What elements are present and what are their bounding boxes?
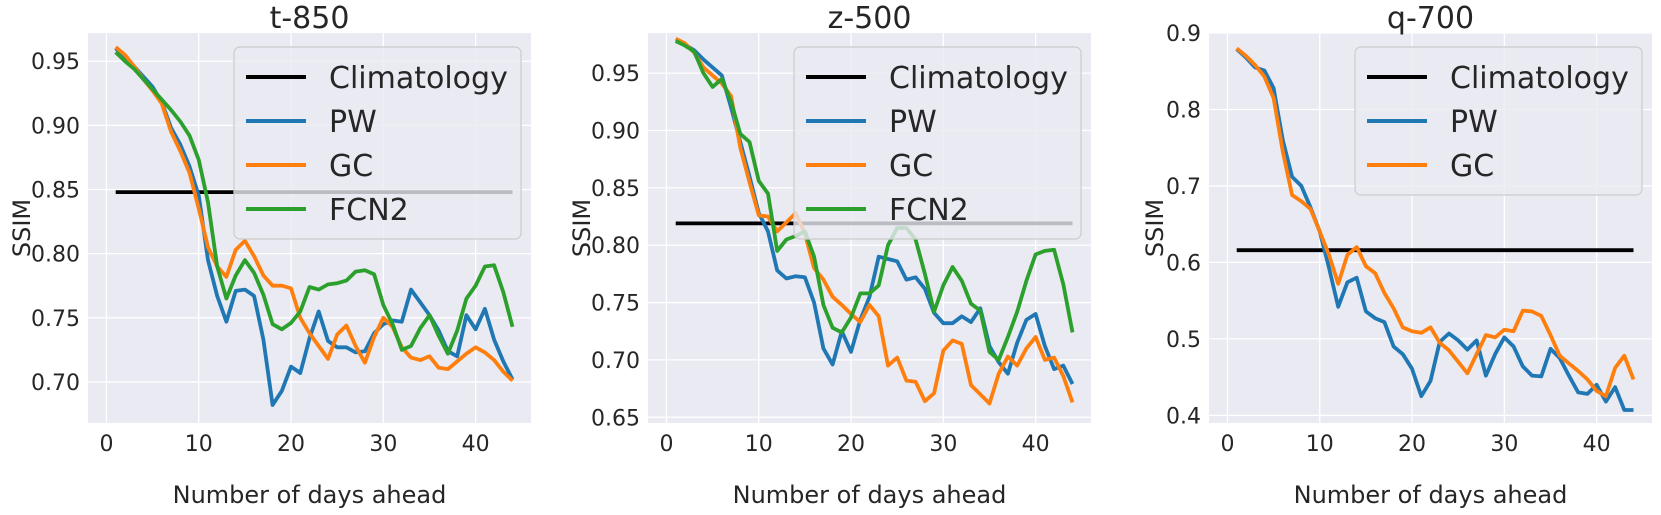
legend-label-gc: GC: [1450, 149, 1494, 184]
y-tick-label: 0.90: [31, 114, 80, 139]
legend-box: [233, 46, 522, 240]
legend-label-gc: GC: [329, 149, 373, 184]
x-tick-label: 30: [1490, 432, 1518, 457]
legend-box: [793, 46, 1082, 240]
y-tick-label: 0.4: [1166, 404, 1201, 429]
x-axis-label: Number of days ahead: [173, 481, 447, 509]
legend-label-pw: PW: [889, 105, 937, 140]
legend-label-gc: GC: [889, 149, 933, 184]
series-line-gc: [114, 45, 514, 383]
panel-z-500: Climatology PW GC FCN2 0 10 20 30 40 0.65 0.70 0.7…: [568, 1, 1091, 509]
y-tick-label: 0.80: [591, 234, 640, 259]
y-tick-label: 0.95: [31, 50, 80, 75]
y-axis-label: SSIM: [8, 199, 36, 257]
x-tick-label: 20: [277, 432, 305, 457]
tick-labels: 0 10 20 30 40 0.70 0.75 0.80 0.85 0.90 0.95: [31, 50, 490, 457]
x-tick-label: 30: [929, 432, 957, 457]
series-line-fcn2: [114, 50, 515, 356]
y-tick-label: 0.6: [1166, 251, 1201, 276]
y-tick-label: 0.75: [591, 292, 640, 317]
x-tick-label: 40: [462, 432, 490, 457]
y-tick-label: 0.70: [31, 371, 80, 396]
y-tick-label: 0.5: [1166, 328, 1201, 353]
series-line-fcn2: [674, 39, 1075, 362]
y-tick-label: 0.95: [591, 62, 640, 87]
x-tick-label: 0: [1220, 432, 1234, 457]
y-tick-label: 0.65: [591, 406, 640, 431]
legend-label-climatology: Climatology: [889, 61, 1068, 96]
x-tick-label: 0: [99, 432, 113, 457]
x-tick-label: 40: [1022, 432, 1050, 457]
legend: Climatology PW GC FCN2: [233, 46, 522, 240]
x-tick-label: 20: [837, 432, 865, 457]
series-line-gc: [674, 37, 1075, 406]
x-tick-label: 10: [185, 432, 213, 457]
x-tick-label: 10: [745, 432, 773, 457]
series-lines: [1235, 46, 1636, 412]
y-axis-label: SSIM: [1141, 199, 1169, 257]
legend-label-fcn2: FCN2: [889, 193, 969, 228]
chart-title: z-500: [828, 1, 912, 36]
x-tick-label: 40: [1583, 432, 1611, 457]
y-tick-label: 0.7: [1166, 175, 1201, 200]
y-axis-label: SSIM: [568, 199, 596, 257]
x-axis-label: Number of days ahead: [1294, 481, 1568, 509]
x-tick-label: 0: [659, 432, 673, 457]
tick-labels: 0 10 20 30 40 0.4 0.5 0.6 0.7 0.8 0.9: [1166, 22, 1611, 457]
y-tick-label: 0.75: [31, 307, 80, 332]
legend-label-climatology: Climatology: [329, 61, 508, 96]
y-tick-label: 0.85: [591, 177, 640, 202]
panel-t-850: Climatology PW GC FCN2 0 10 20 30 40 0.70 0.75 0.8…: [8, 1, 531, 509]
legend-label-pw: PW: [329, 105, 377, 140]
tick-labels: 0 10 20 30 40 0.65 0.70 0.75 0.80 0.85 0.90 0.95: [591, 62, 1050, 457]
x-tick-label: 30: [369, 432, 397, 457]
y-tick-label: 0.8: [1166, 98, 1201, 123]
x-axis-label: Number of days ahead: [733, 481, 1007, 509]
panel-q-700: Climatology PW GC 0 10 20 30 40 0.4 0.5 0.6 0.7 0.8…: [1141, 1, 1652, 509]
chart-title: t-850: [270, 1, 350, 36]
series-line-pw: [1235, 47, 1634, 412]
legend-label-fcn2: FCN2: [329, 193, 409, 228]
legend: Climatology PW GC: [1354, 46, 1643, 196]
y-tick-label: 0.85: [31, 179, 80, 204]
y-tick-label: 0.70: [591, 349, 640, 374]
x-tick-label: 20: [1398, 432, 1426, 457]
legend: Climatology PW GC FCN2: [793, 46, 1082, 240]
chart-title: q-700: [1387, 1, 1474, 36]
y-tick-label: 0.9: [1166, 22, 1201, 47]
y-tick-label: 0.90: [591, 120, 640, 145]
legend-box: [1354, 46, 1643, 196]
legend-label-climatology: Climatology: [1450, 61, 1629, 96]
legend-label-pw: PW: [1450, 105, 1498, 140]
y-tick-label: 0.80: [31, 243, 80, 268]
series-line-gc: [1235, 46, 1636, 399]
x-tick-label: 10: [1306, 432, 1334, 457]
